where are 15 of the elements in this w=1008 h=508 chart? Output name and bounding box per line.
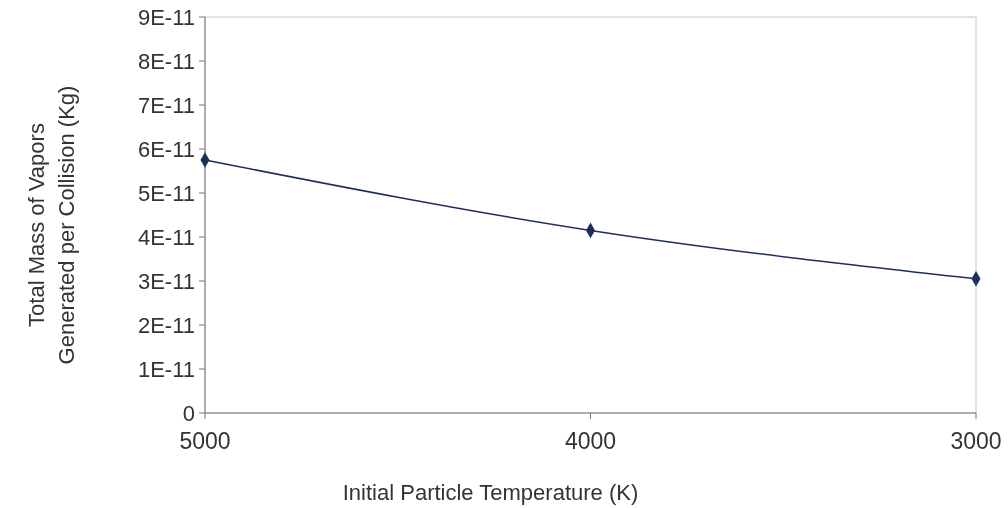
y-tick-label: 2E-11 bbox=[137, 312, 195, 338]
y-axis-title: Total Mass of Vapors Generated per Collision (Kg) bbox=[24, 85, 79, 365]
y-tick-label: 3E-11 bbox=[137, 268, 195, 294]
x-tick-label: 3000 bbox=[950, 428, 1002, 454]
x-tick-label: 5000 bbox=[179, 428, 231, 454]
y-tick-label: 6E-11 bbox=[137, 136, 195, 162]
y-tick-label: 9E-11 bbox=[137, 4, 195, 30]
y-tick-label: 0 bbox=[182, 400, 195, 426]
y-tick-label: 1E-11 bbox=[137, 356, 195, 382]
y-tick-label: 7E-11 bbox=[137, 92, 195, 118]
x-axis-title: Initial Particle Temperature (K) bbox=[342, 480, 639, 505]
y-tick-label: 4E-11 bbox=[137, 224, 195, 250]
y-tick-label: 8E-11 bbox=[137, 48, 195, 74]
x-tick-label: 4000 bbox=[564, 428, 617, 454]
y-tick-label: 5E-11 bbox=[137, 180, 195, 206]
